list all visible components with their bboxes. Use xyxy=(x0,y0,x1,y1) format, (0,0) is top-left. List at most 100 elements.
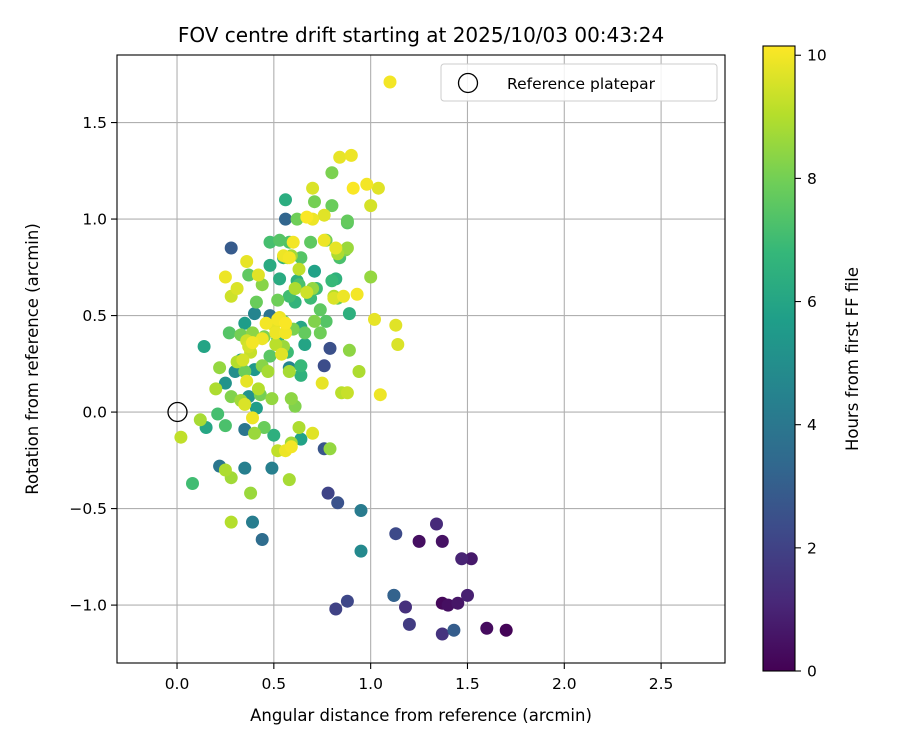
data-point xyxy=(284,440,298,454)
data-point xyxy=(323,341,337,355)
data-point xyxy=(329,602,343,616)
colorbar-tick-label: 6 xyxy=(807,293,817,311)
data-point xyxy=(337,289,350,303)
data-point xyxy=(304,235,318,249)
data-point xyxy=(373,388,387,402)
data-point xyxy=(251,382,265,396)
data-point xyxy=(364,199,378,213)
data-point xyxy=(455,552,469,566)
data-point xyxy=(340,386,354,400)
data-point xyxy=(246,411,259,425)
data-point xyxy=(298,338,312,351)
data-point xyxy=(224,241,238,255)
x-tick-label: 2.5 xyxy=(649,675,674,693)
data-point xyxy=(389,527,403,541)
data-point xyxy=(288,282,302,295)
x-axis-label: Angular distance from reference (arcmin) xyxy=(250,706,592,725)
data-point xyxy=(313,303,327,317)
data-point xyxy=(371,181,385,195)
data-point xyxy=(240,255,254,268)
data-point xyxy=(387,588,401,602)
data-point xyxy=(306,426,320,440)
data-point xyxy=(313,326,327,340)
data-point xyxy=(342,307,356,321)
data-point xyxy=(257,421,271,434)
data-point xyxy=(174,430,188,444)
data-point xyxy=(263,258,277,272)
colorbar-tick-label: 4 xyxy=(807,416,817,434)
x-tick-label: 0.0 xyxy=(165,675,190,693)
data-point xyxy=(282,473,296,487)
data-point xyxy=(209,382,223,396)
y-tick-label: 0.0 xyxy=(82,404,107,422)
data-point xyxy=(435,534,449,548)
data-point xyxy=(259,316,273,330)
data-point xyxy=(279,316,292,330)
data-point xyxy=(308,264,321,278)
data-point xyxy=(340,214,354,228)
data-point xyxy=(323,442,337,456)
x-tick-label: 2.0 xyxy=(552,675,577,693)
legend-box xyxy=(440,63,718,102)
data-point xyxy=(399,600,412,614)
data-point xyxy=(325,274,339,288)
data-point xyxy=(317,233,331,247)
data-point xyxy=(230,282,244,295)
colorbar-tick-label: 0 xyxy=(807,663,817,681)
data-point xyxy=(251,268,265,282)
data-point xyxy=(364,270,378,284)
data-point xyxy=(211,407,225,421)
data-point xyxy=(389,318,403,332)
data-point xyxy=(333,150,347,164)
y-tick-label: −0.5 xyxy=(69,500,107,518)
y-tick-label: 0.5 xyxy=(82,307,107,325)
data-point xyxy=(352,365,366,378)
data-point xyxy=(284,392,298,406)
data-point xyxy=(298,326,312,340)
data-point xyxy=(383,75,397,89)
data-point xyxy=(273,272,287,286)
data-point xyxy=(271,293,285,307)
reference-platepar-marker xyxy=(167,401,188,423)
data-point xyxy=(222,326,236,340)
data-point xyxy=(391,338,405,351)
data-point xyxy=(325,199,339,213)
data-point xyxy=(402,617,416,631)
y-tick-label: −1.0 xyxy=(69,597,107,615)
data-point xyxy=(447,623,461,637)
data-point xyxy=(464,552,478,566)
data-point xyxy=(248,307,261,321)
data-point xyxy=(321,486,335,500)
data-point xyxy=(279,326,292,340)
colorbar-label: Hours from first FF file xyxy=(843,267,862,451)
y-tick-label: 1.0 xyxy=(82,211,107,229)
data-point xyxy=(279,212,292,226)
data-point xyxy=(290,212,304,226)
data-point xyxy=(238,365,252,378)
data-point xyxy=(186,477,199,490)
x-tick-label: 0.5 xyxy=(262,675,287,693)
data-point xyxy=(346,181,360,195)
data-point xyxy=(275,347,289,361)
legend-marker-icon xyxy=(457,72,479,94)
data-point xyxy=(224,515,238,529)
colorbar-gradient xyxy=(762,45,796,672)
data-point xyxy=(329,241,343,255)
data-point xyxy=(197,340,211,353)
data-point xyxy=(319,314,333,328)
data-point xyxy=(412,534,426,548)
data-point xyxy=(218,419,232,433)
data-point xyxy=(340,594,354,608)
legend: Reference platepar xyxy=(440,63,718,102)
y-tick-label: 1.5 xyxy=(82,114,107,132)
colorbar: 0 2 4 6 8 10 Hours from first FF file xyxy=(762,45,862,681)
data-point xyxy=(244,486,258,500)
colorbar-tick-label: 2 xyxy=(807,539,817,557)
data-point xyxy=(441,598,455,612)
data-point xyxy=(306,181,320,195)
data-point xyxy=(480,621,494,635)
data-point xyxy=(430,517,443,531)
plot-frame xyxy=(116,54,726,664)
data-point xyxy=(354,504,368,517)
